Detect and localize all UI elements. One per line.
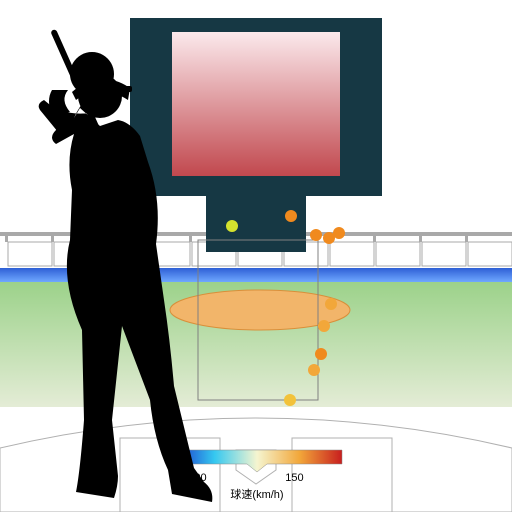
wall-stripe bbox=[0, 268, 512, 282]
pitch-dot bbox=[226, 220, 238, 232]
pitch-dot bbox=[285, 210, 297, 222]
scoreboard bbox=[130, 18, 382, 252]
pitch-dot bbox=[333, 227, 345, 239]
pitch-dot bbox=[315, 348, 327, 360]
stadium-background bbox=[0, 0, 512, 512]
pitch-dot bbox=[325, 298, 337, 310]
baseball-pitch-chart: 100 150 球速(km/h) bbox=[0, 0, 512, 512]
legend-tick: 100 bbox=[188, 472, 206, 484]
pitch-dot bbox=[308, 364, 320, 376]
pitch-dot bbox=[318, 320, 330, 332]
legend-tick: 150 bbox=[285, 472, 303, 484]
pitch-dot bbox=[310, 229, 322, 241]
legend-axis-label: 球速(km/h) bbox=[230, 486, 283, 502]
pitch-dot bbox=[284, 394, 296, 406]
